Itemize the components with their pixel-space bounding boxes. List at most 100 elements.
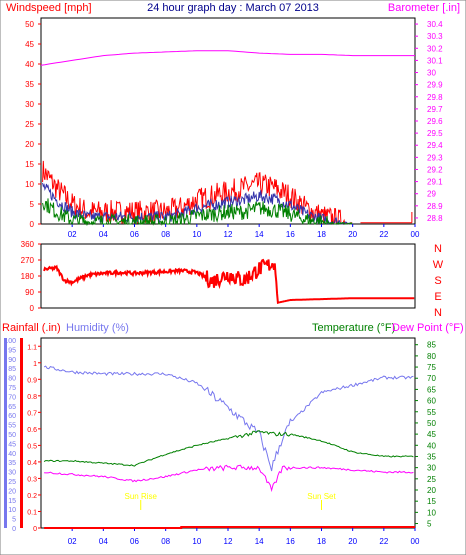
humidity-y-tick-label: 50 [8, 432, 16, 439]
barometer-line [40, 50, 415, 66]
temperature-y-tick-label: 55 [427, 408, 436, 417]
barometer-y-tick-label: 30.1 [427, 56, 443, 65]
temperature-y-tick-label: 70 [427, 374, 436, 383]
wind-y-tick-label: 25 [25, 120, 34, 129]
barometer-y-tick-label: 29.8 [427, 93, 443, 102]
direction-y-tick-label: 360 [21, 240, 35, 249]
barometer-y-tick-label: 29.5 [427, 129, 443, 138]
rain-y-tick-label: 0.1 [27, 509, 37, 516]
rain-y-tick-label: 0.8 [27, 394, 37, 401]
humidity-x-tick-label: 22 [379, 537, 388, 546]
barometer-y-tick-label: 30.3 [427, 32, 443, 41]
rain-y-tick-label: 0.6 [27, 427, 37, 434]
barometer-y-tick-label: 30.4 [427, 20, 443, 29]
rainfall-axis-title: Rainfall (.in) [2, 322, 61, 334]
wind-x-tick-label: 06 [130, 230, 139, 239]
wind-y-tick-label: 45 [25, 40, 34, 49]
direction-y-tick-label: 0 [30, 304, 35, 313]
temperature-y-tick-label: 60 [427, 397, 436, 406]
humidity-x-tick-label: 06 [130, 537, 139, 546]
dewpoint-line [44, 464, 414, 493]
humidity-axis-bar [4, 338, 7, 528]
humidity-x-tick-label: 04 [99, 537, 108, 546]
wind-x-tick-label: 18 [317, 230, 326, 239]
barometer-y-tick-label: 29 [427, 190, 436, 199]
wind-x-tick-label: 16 [286, 230, 295, 239]
wind-y-tick-label: 30 [25, 100, 34, 109]
temperature-y-tick-label: 80 [427, 352, 436, 361]
temperature-y-tick-label: 45 [427, 430, 436, 439]
rain-y-tick-label: 0.2 [27, 493, 37, 500]
rain-y-tick-label: 0.7 [27, 410, 37, 417]
barometer-y-tick-label: 29.4 [427, 141, 443, 150]
temperature-y-tick-label: 65 [427, 385, 436, 394]
dewpoint-axis-title: Dew Point (°F) [392, 322, 464, 334]
temperature-axis-title: Temperature (°F) [312, 322, 395, 334]
humidity-x-tick-label: 12 [224, 537, 233, 546]
humidity-x-tick-label: 14 [255, 537, 264, 546]
barometer-y-tick-label: 29.6 [427, 117, 443, 126]
wind-avg-line [42, 198, 353, 226]
chart-title: 24 hour graph day : March 07 2013 [147, 2, 319, 14]
barometer-y-tick-label: 28.8 [427, 214, 443, 223]
rain-line [44, 526, 415, 529]
barometer-y-tick-label: 29.2 [427, 165, 443, 174]
wind-direction-line [43, 258, 415, 304]
humidity-x-tick-label: 20 [348, 537, 357, 546]
humidity-x-tick-label: 16 [286, 537, 295, 546]
barometer-y-tick-label: 29.7 [427, 105, 443, 114]
humidity-line [43, 365, 414, 472]
humidity-y-tick-label: 35 [8, 460, 16, 467]
wind-gust-line [42, 160, 353, 225]
barometer-y-tick-label: 29.1 [427, 178, 443, 187]
compass-label: N [434, 243, 442, 255]
humidity-y-tick-label: 25 [8, 479, 16, 486]
wind-y-tick-label: 15 [25, 160, 34, 169]
rain-y-tick-label: 1.1 [27, 344, 37, 351]
humidity-y-tick-label: 80 [8, 376, 16, 383]
wind-x-tick-label: 04 [99, 230, 108, 239]
temperature-y-tick-label: 85 [427, 341, 436, 350]
humidity-y-tick-label: 85 [8, 366, 16, 373]
wind-x-tick-label: 12 [224, 230, 233, 239]
humidity-y-tick-label: 75 [8, 385, 16, 392]
rain-y-tick-label: 1 [33, 361, 37, 368]
humidity-y-tick-label: 60 [8, 413, 16, 420]
barometer-y-tick-label: 30 [427, 69, 436, 78]
temperature-y-tick-label: 20 [427, 486, 436, 495]
humidity-x-tick-label: 10 [192, 537, 201, 546]
humidity-y-tick-label: 65 [8, 404, 16, 411]
barometer-y-tick-label: 29.9 [427, 81, 443, 90]
rain-y-tick-label: 0.3 [27, 476, 37, 483]
temperature-y-tick-label: 10 [427, 508, 436, 517]
humidity-y-tick-label: 55 [8, 423, 16, 430]
wind-y-tick-label: 10 [25, 180, 34, 189]
temperature-y-tick-label: 40 [427, 441, 436, 450]
rain-y-tick-label: 0.4 [27, 460, 37, 467]
temperature-y-tick-label: 25 [427, 475, 436, 484]
rain-axis-bar [20, 338, 23, 528]
humidity-axis-title: Humidity (%) [66, 322, 129, 334]
temperature-y-tick-label: 15 [427, 497, 436, 506]
humidity-y-tick-label: 90 [8, 357, 16, 364]
humidity-x-tick-label: 18 [317, 537, 326, 546]
humidity-y-tick-label: 20 [8, 488, 16, 495]
wind-y-tick-label: 35 [25, 80, 34, 89]
compass-label: S [434, 275, 441, 287]
wind-x-tick-label: 00 [411, 230, 420, 239]
rain-y-tick-label: 0 [33, 526, 37, 533]
wind-y-tick-label: 5 [30, 200, 35, 209]
windspeed-axis-title: Windspeed [mph] [6, 2, 92, 14]
wind-x-tick-label: 02 [68, 230, 77, 239]
wind-y-tick-label: 50 [25, 20, 34, 29]
compass-label: N [434, 307, 442, 319]
humidity-y-tick-label: 15 [8, 498, 16, 505]
temperature-y-tick-label: 30 [427, 464, 436, 473]
humidity-y-tick-label: 30 [8, 470, 16, 477]
barometer-axis-title: Barometer [.in] [388, 2, 460, 14]
temperature-y-tick-label: 75 [427, 363, 436, 372]
sunset-label: Sun Set [307, 492, 336, 501]
humidity-x-tick-label: 00 [411, 537, 420, 546]
rain-y-tick-label: 0.5 [27, 443, 37, 450]
